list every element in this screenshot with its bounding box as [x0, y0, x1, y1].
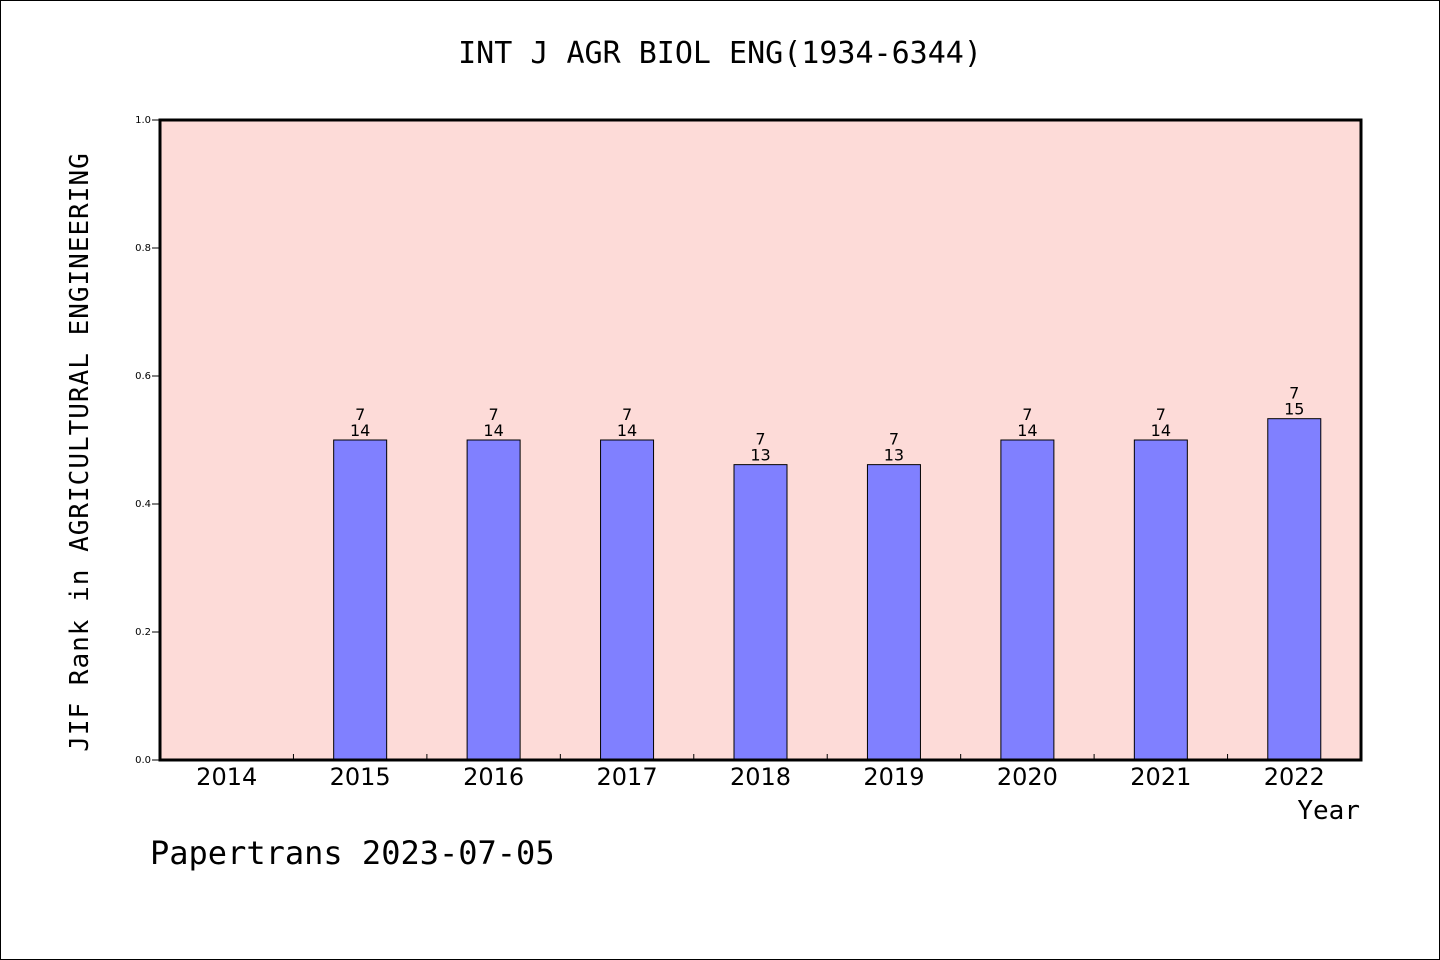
x-tick-label: 2022	[1264, 763, 1325, 791]
bar-total-label: 14	[350, 421, 370, 440]
bar-rank-label: 7	[622, 405, 632, 424]
bar-2019	[866, 464, 921, 761]
y-tick-label: 0.8	[135, 243, 151, 254]
bar-rank-label: 7	[1156, 405, 1166, 424]
chart-title: INT J AGR BIOL ENG(1934-6344)	[458, 36, 982, 71]
plot-border	[158, 118, 1363, 762]
bar-total-label: 14	[483, 421, 503, 440]
y-ticks-layer: 0.0 0.2 0.4 0.6 0.8 1.0	[135, 115, 160, 766]
bar-total-label: 13	[750, 446, 770, 465]
bar-rank-label: 7	[355, 405, 365, 424]
bar-rank-label: 7	[755, 430, 765, 449]
y-tick-label: 0.0	[135, 755, 151, 766]
y-axis-label: JIF Rank in AGRICULTURAL ENGINEERING	[65, 152, 95, 752]
bar-total-label: 14	[1017, 421, 1037, 440]
bar-total-label: 14	[617, 421, 637, 440]
x-tick-label: 2020	[997, 763, 1058, 791]
x-tick-label: 2018	[730, 763, 791, 791]
x-tick-label: 2015	[330, 763, 391, 791]
bar-total-label: 13	[884, 446, 904, 465]
bar-rank-label: 7	[1289, 384, 1299, 403]
bar-2020	[1000, 439, 1055, 761]
y-tick-label: 0.2	[135, 627, 151, 638]
bar-2015	[333, 439, 388, 761]
bar-2017	[600, 439, 655, 761]
x-axis-label: Year	[1297, 796, 1360, 826]
y-tick-label: 1.0	[135, 115, 151, 126]
x-tick-label: 2016	[463, 763, 524, 791]
footer-credit: Papertrans 2023-07-05	[150, 834, 555, 872]
bar-rank-label: 7	[889, 430, 899, 449]
y-tick-label: 0.4	[135, 499, 151, 510]
bar-2016	[466, 439, 521, 761]
bar-total-label: 14	[1151, 421, 1171, 440]
x-ticks-layer: 2014 2015 2016 2017 2018 2019 2020 2021 2022	[196, 754, 1325, 791]
bar-total-label: 15	[1284, 400, 1304, 419]
bar-rank-label: 7	[489, 405, 499, 424]
bar-rank-label: 7	[1022, 405, 1032, 424]
bar-2021	[1133, 439, 1188, 761]
x-tick-label: 2019	[863, 763, 924, 791]
y-tick-label: 0.6	[135, 371, 151, 382]
bar-2018	[733, 464, 788, 761]
bars-layer	[333, 418, 1322, 761]
bar-2022	[1267, 418, 1322, 761]
x-tick-label: 2014	[196, 763, 257, 791]
x-tick-label: 2021	[1130, 763, 1191, 791]
x-tick-label: 2017	[597, 763, 658, 791]
